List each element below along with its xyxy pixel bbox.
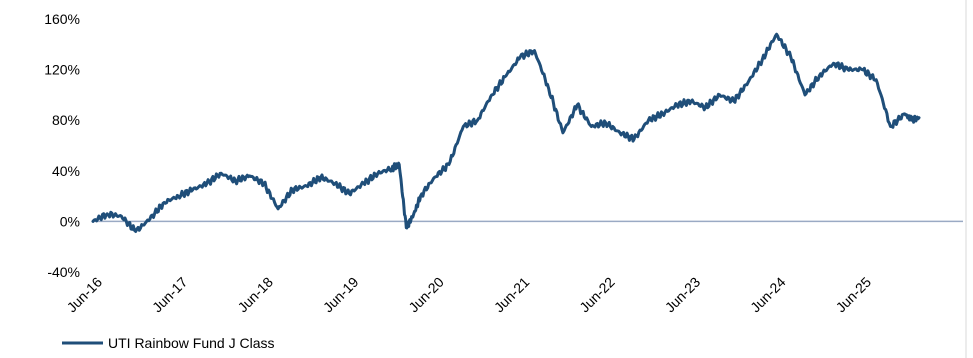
legend-label: UTI Rainbow Fund J Class [108,335,275,351]
y-tick-label: -40% [47,264,80,280]
x-tick-label: Jun-24 [747,274,789,316]
y-tick-label: 0% [60,213,80,229]
x-tick-label: Jun-20 [405,274,447,316]
y-axis: -40% 0% 40% 80% 120% 160% [44,11,80,280]
x-tick-label: Jun-22 [576,274,618,316]
x-axis: Jun-16 Jun-17 Jun-18 Jun-19 Jun-20 Jun-21 Jun-… [64,274,875,316]
y-tick-label: 40% [52,163,80,179]
y-tick-label: 160% [44,11,80,27]
x-tick-label: Jun-19 [320,274,362,316]
x-tick-label: Jun-25 [833,274,875,316]
y-tick-label: 120% [44,62,80,78]
series-line-uti-rainbow-fund [91,32,921,233]
x-tick-label: Jun-18 [234,274,276,316]
x-tick-label: Jun-21 [491,274,533,316]
legend: UTI Rainbow Fund J Class [62,335,275,351]
y-tick-label: 80% [52,112,80,128]
x-tick-label: Jun-17 [149,274,191,316]
x-tick-label: Jun-23 [662,274,704,316]
